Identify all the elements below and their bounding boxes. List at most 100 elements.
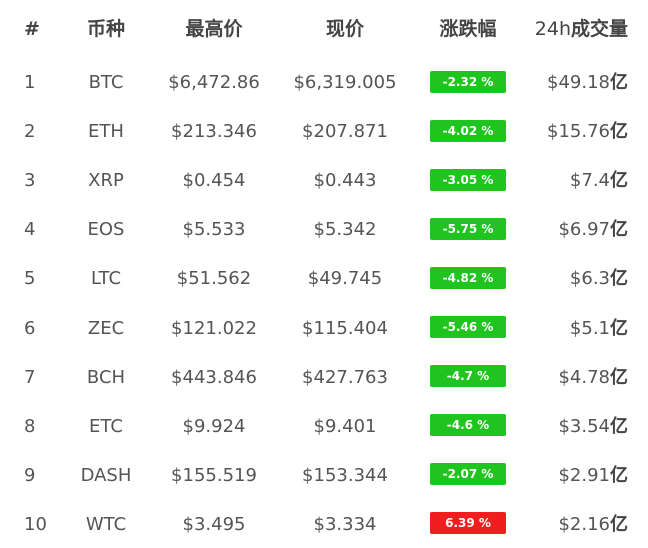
volume-value: $4.78 bbox=[558, 366, 610, 388]
table-row[interactable]: 2 ETH $213.346 $207.871 -4.02 % $15.76亿 bbox=[0, 112, 648, 152]
row-current-price: $9.401 bbox=[313, 415, 377, 437]
table-header: # 币种 最高价 现价 涨跌幅 24h成交量 bbox=[0, 9, 648, 49]
row-change: 6.39 % bbox=[418, 505, 518, 545]
table-row[interactable]: 5 LTC $51.562 $49.745 -4.82 % $6.3亿 bbox=[0, 259, 648, 299]
row-current-price: $5.342 bbox=[313, 219, 377, 241]
header-change: 涨跌幅 bbox=[439, 18, 497, 40]
change-badge: -2.32 % bbox=[430, 70, 506, 93]
row-rank: 1 bbox=[24, 72, 36, 93]
row-coin: ETH bbox=[88, 121, 124, 143]
row-coin: DASH bbox=[80, 464, 132, 486]
row-current-price: $207.871 bbox=[302, 121, 388, 143]
row-change: -5.46 % bbox=[418, 309, 518, 349]
row-change: -4.7 % bbox=[418, 358, 518, 398]
volume-unit: 亿 bbox=[610, 366, 628, 388]
header-volume-prefix: 24h bbox=[534, 18, 571, 40]
volume-unit: 亿 bbox=[610, 219, 628, 241]
row-high-price: $0.454 bbox=[182, 170, 246, 192]
table-row[interactable]: 9 DASH $155.519 $153.344 -2.07 % $2.91亿 bbox=[0, 456, 648, 496]
change-badge: -3.05 % bbox=[430, 168, 506, 191]
row-volume: $6.3亿 bbox=[505, 259, 628, 299]
row-rank: 6 bbox=[24, 317, 36, 339]
row-volume: $5.1亿 bbox=[505, 309, 628, 349]
volume-unit: 亿 bbox=[610, 415, 628, 437]
table-row[interactable]: 10 WTC $3.495 $3.334 6.39 % $2.16亿 bbox=[0, 505, 648, 545]
row-change: -3.05 % bbox=[418, 161, 518, 201]
row-high-price: $3.495 bbox=[182, 513, 246, 535]
row-rank: 4 bbox=[24, 219, 36, 241]
table-row[interactable]: 3 XRP $0.454 $0.443 -3.05 % $7.4亿 bbox=[0, 161, 648, 201]
row-volume: $2.16亿 bbox=[505, 505, 628, 545]
row-change: -4.82 % bbox=[418, 259, 518, 299]
volume-unit: 亿 bbox=[610, 72, 628, 93]
row-coin: WTC bbox=[85, 513, 127, 535]
row-coin: EOS bbox=[87, 219, 125, 241]
table-row[interactable]: 6 ZEC $121.022 $115.404 -5.46 % $5.1亿 bbox=[0, 309, 648, 349]
table-row[interactable]: 4 EOS $5.533 $5.342 -5.75 % $6.97亿 bbox=[0, 210, 648, 250]
row-current-price: $49.745 bbox=[307, 268, 383, 290]
table-row[interactable]: 8 ETC $9.924 $9.401 -4.6 % $3.54亿 bbox=[0, 407, 648, 447]
volume-unit: 亿 bbox=[610, 170, 628, 192]
table-row[interactable]: 1 BTC $6,472.86 $6,319.005 -2.32 % $49.18亿 bbox=[0, 63, 648, 103]
row-high-price: $5.533 bbox=[182, 219, 246, 241]
row-rank: 8 bbox=[24, 415, 36, 437]
volume-value: $6.3 bbox=[569, 268, 610, 290]
volume-unit: 亿 bbox=[610, 317, 628, 339]
row-rank: 3 bbox=[24, 170, 36, 192]
row-coin: LTC bbox=[90, 268, 122, 290]
row-high-price: $51.562 bbox=[176, 268, 252, 290]
change-badge: -4.02 % bbox=[430, 119, 506, 142]
volume-value: $7.4 bbox=[569, 170, 610, 192]
row-high-price: $9.924 bbox=[182, 415, 246, 437]
change-badge: -5.46 % bbox=[430, 316, 506, 338]
row-current-price: $115.404 bbox=[302, 317, 388, 339]
row-volume: $7.4亿 bbox=[505, 161, 628, 201]
row-change: -4.6 % bbox=[418, 407, 518, 447]
volume-unit: 亿 bbox=[610, 513, 628, 535]
change-badge: 6.39 % bbox=[430, 512, 506, 535]
row-coin: XRP bbox=[88, 170, 124, 192]
row-current-price: $6,319.005 bbox=[293, 72, 397, 93]
volume-unit: 亿 bbox=[610, 464, 628, 486]
volume-value: $2.16 bbox=[558, 513, 610, 535]
change-badge: -5.75 % bbox=[430, 217, 506, 240]
change-badge: -4.6 % bbox=[430, 414, 506, 437]
row-coin: BTC bbox=[88, 72, 124, 93]
header-volume-suffix: 成交量 bbox=[570, 18, 628, 40]
row-change: -2.07 % bbox=[418, 456, 518, 496]
row-current-price: $427.763 bbox=[302, 366, 388, 388]
change-badge: -4.82 % bbox=[430, 266, 506, 289]
volume-value: $6.97 bbox=[558, 219, 610, 241]
row-current-price: $153.344 bbox=[302, 464, 388, 486]
change-badge: -2.07 % bbox=[430, 463, 506, 486]
header-high-price: 最高价 bbox=[185, 18, 243, 40]
change-badge: -4.7 % bbox=[430, 365, 506, 388]
row-volume: $4.78亿 bbox=[505, 358, 628, 398]
volume-value: $5.1 bbox=[569, 317, 610, 339]
row-high-price: $155.519 bbox=[171, 464, 257, 486]
row-high-price: $213.346 bbox=[171, 121, 257, 143]
volume-value: $2.91 bbox=[558, 464, 610, 486]
row-rank: 5 bbox=[24, 268, 36, 290]
row-volume: $15.76亿 bbox=[505, 112, 628, 152]
row-coin: ZEC bbox=[87, 317, 125, 339]
row-volume: $2.91亿 bbox=[505, 456, 628, 496]
row-volume: $6.97亿 bbox=[505, 210, 628, 250]
row-coin: ETC bbox=[89, 415, 123, 437]
table-row[interactable]: 7 BCH $443.846 $427.763 -4.7 % $4.78亿 bbox=[0, 358, 648, 398]
row-high-price: $121.022 bbox=[171, 317, 257, 339]
volume-unit: 亿 bbox=[610, 268, 628, 290]
row-high-price: $443.846 bbox=[171, 366, 257, 388]
row-rank: 7 bbox=[24, 366, 36, 388]
row-volume: $49.18亿 bbox=[505, 63, 628, 103]
volume-value: $49.18 bbox=[547, 72, 610, 93]
row-rank: 10 bbox=[24, 513, 47, 535]
header-coin: 币种 bbox=[86, 18, 125, 40]
volume-unit: 亿 bbox=[610, 121, 628, 143]
row-high-price: $6,472.86 bbox=[168, 72, 260, 93]
row-change: -4.02 % bbox=[418, 112, 518, 152]
row-change: -2.32 % bbox=[418, 63, 518, 103]
row-rank: 9 bbox=[24, 464, 36, 486]
row-current-price: $0.443 bbox=[313, 170, 377, 192]
